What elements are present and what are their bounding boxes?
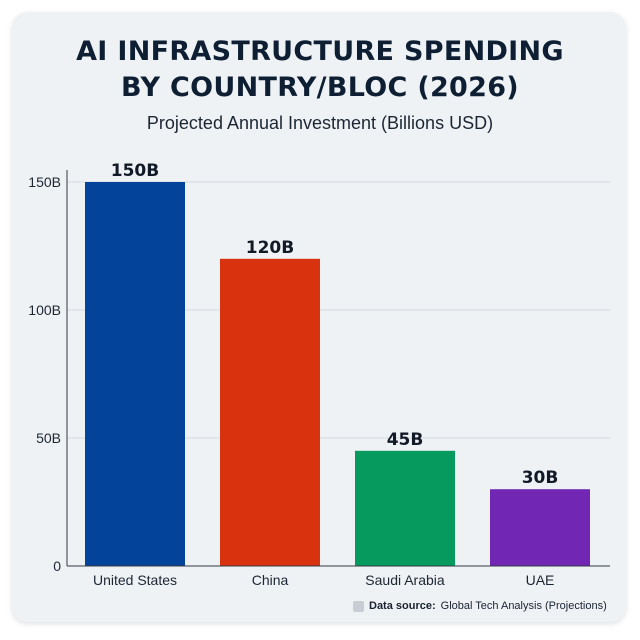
x-tick-label: United States xyxy=(93,572,177,588)
x-tick-label: China xyxy=(252,572,289,588)
bar xyxy=(355,450,455,566)
data-label: 45B xyxy=(387,430,424,450)
data-label: 120B xyxy=(246,238,294,258)
bar xyxy=(85,182,185,566)
data-source: Data source: Global Tech Analysis (Proje… xyxy=(353,600,607,612)
bar xyxy=(490,489,590,566)
y-tick-label: 100B xyxy=(28,302,61,318)
x-tick-label: UAE xyxy=(526,572,555,588)
chart-subtitle: Projected Annual Investment (Billions US… xyxy=(146,113,494,133)
source-swatch-icon xyxy=(353,600,364,612)
data-label: 30B xyxy=(522,468,559,488)
data-label: 150B xyxy=(111,161,159,181)
title-line-1: AI INFRASTRUCTURE SPENDING xyxy=(76,36,564,67)
chart-title: AI INFRASTRUCTURE SPENDING BY COUNTRY/BL… xyxy=(0,34,640,106)
y-tick-label: 0 xyxy=(53,558,61,574)
source-text: Global Tech Analysis (Projections) xyxy=(440,600,607,612)
y-tick-label: 50B xyxy=(36,430,61,446)
title-line-2: BY COUNTRY/BLOC (2026) xyxy=(121,72,519,103)
bar xyxy=(220,258,320,566)
source-label: Data source: xyxy=(369,600,436,612)
y-tick-label: 150B xyxy=(28,174,61,190)
x-tick-label: Saudi Arabia xyxy=(365,572,445,588)
